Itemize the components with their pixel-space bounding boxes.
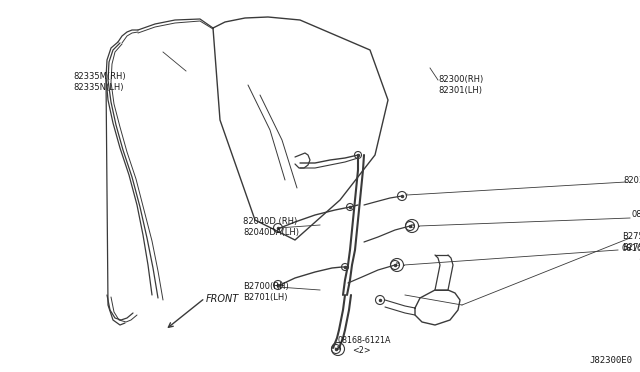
Text: 08168-6121A: 08168-6121A <box>622 244 640 253</box>
Text: J82300E0: J82300E0 <box>589 356 632 365</box>
Text: 82040DA(LH): 82040DA(LH) <box>243 228 299 237</box>
Text: 82030A: 82030A <box>623 176 640 185</box>
Text: 82301(LH): 82301(LH) <box>438 86 482 95</box>
Text: 82335M(RH): 82335M(RH) <box>73 72 125 81</box>
Text: 82040D (RH): 82040D (RH) <box>243 217 297 226</box>
Text: 82300(RH): 82300(RH) <box>438 75 483 84</box>
Text: 08168-6121A: 08168-6121A <box>632 210 640 219</box>
Text: B2701(LH): B2701(LH) <box>243 293 287 302</box>
Text: <1>: <1> <box>638 255 640 264</box>
Text: B2753(LH): B2753(LH) <box>622 243 640 252</box>
Text: 08168-6121A: 08168-6121A <box>338 336 392 345</box>
Text: B: B <box>395 263 399 267</box>
Text: <2>: <2> <box>352 346 371 355</box>
Text: B: B <box>410 224 414 228</box>
Text: B2752(RH): B2752(RH) <box>622 232 640 241</box>
Text: B: B <box>336 346 340 352</box>
Text: B2700(RH): B2700(RH) <box>243 282 289 291</box>
Text: 82335N(LH): 82335N(LH) <box>73 83 124 92</box>
Text: FRONT: FRONT <box>206 294 239 304</box>
